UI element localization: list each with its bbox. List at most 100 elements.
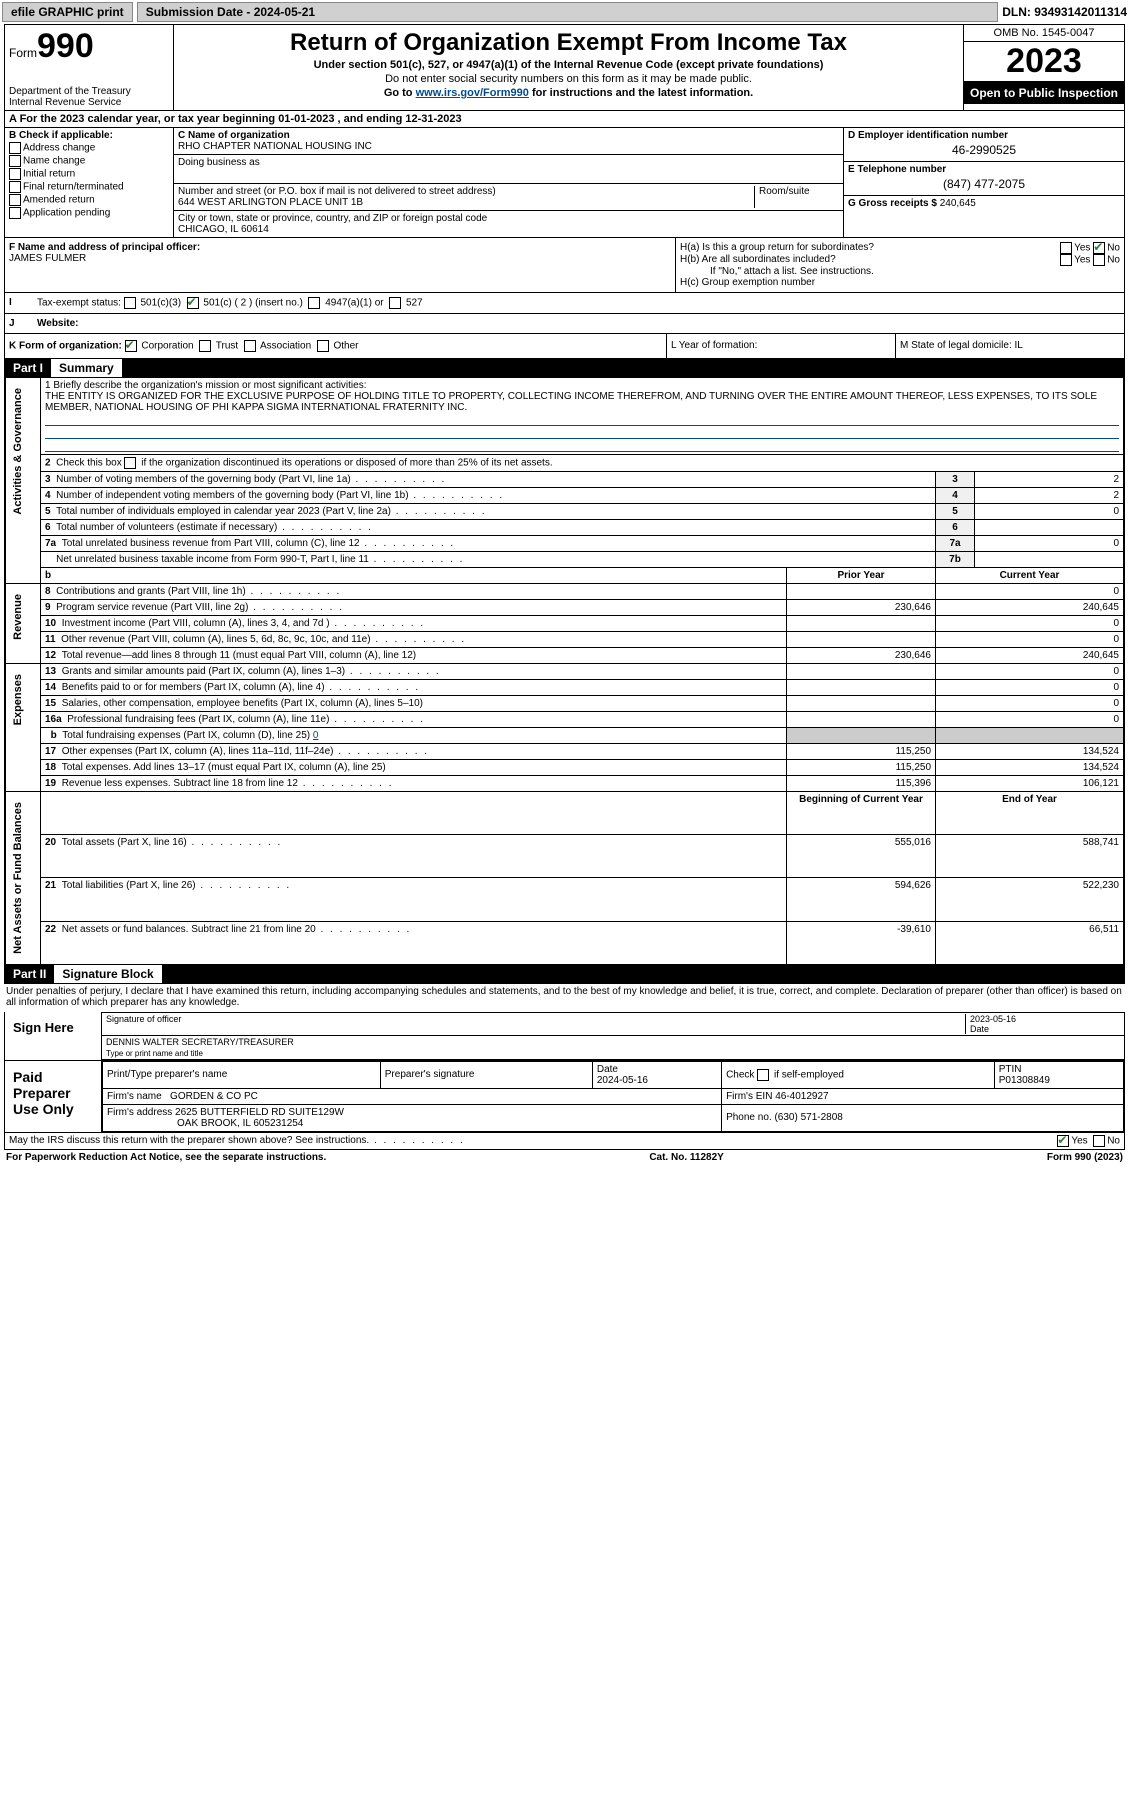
tax-status-label: Tax-exempt status:	[37, 298, 121, 309]
line-2: 2 Check this box 2 Check this box if the…	[41, 455, 1124, 472]
instructions-link[interactable]: www.irs.gov/Form990	[416, 87, 529, 99]
cb-address-change[interactable]: Address change	[9, 142, 169, 154]
curr-val: 240,645	[936, 600, 1124, 616]
hdr-beginning: Beginning of Current Year	[787, 792, 936, 835]
table-row: 7a Total unrelated business revenue from…	[6, 536, 1124, 552]
table-row: 3 Number of voting members of the govern…	[6, 472, 1124, 488]
prior-val	[787, 728, 936, 744]
opt-501c: 501(c) ( 2 ) (insert no.)	[203, 298, 302, 309]
prep-date: 2024-05-16	[597, 1075, 648, 1086]
cb-initial-return[interactable]: Initial return	[9, 168, 169, 180]
table-row: Net unrelated business taxable income fr…	[6, 552, 1124, 568]
curr-val: 522,230	[936, 878, 1124, 921]
row-text: Revenue less expenses. Subtract line 18 …	[62, 778, 394, 789]
table-row: 19 Revenue less expenses. Subtract line …	[6, 776, 1124, 792]
tel-value: (847) 477-2075	[848, 175, 1120, 193]
public-inspection-badge: Open to Public Inspection	[964, 82, 1124, 104]
table-row: 14 Benefits paid to or for members (Part…	[6, 680, 1124, 696]
prior-val: 230,646	[787, 600, 936, 616]
cb-name-change[interactable]: Name change	[9, 155, 169, 167]
cb-association[interactable]	[244, 340, 256, 352]
fundraising-link[interactable]: 0	[313, 730, 319, 741]
ha-no-cb[interactable]	[1093, 242, 1105, 254]
cb-527[interactable]	[389, 297, 401, 309]
hb-note: If "No," attach a list. See instructions…	[680, 266, 1120, 277]
dln-number: DLN: 93493142011314	[1002, 5, 1127, 19]
print-name-label: Type or print name and title	[102, 1048, 1124, 1060]
prior-val	[787, 664, 936, 680]
side-revenue: Revenue	[10, 586, 26, 648]
cb-4947[interactable]	[308, 297, 320, 309]
row-text: Net assets or fund balances. Subtract li…	[62, 924, 412, 935]
cb-application-pending[interactable]: Application pending	[9, 207, 169, 219]
row-text: Salaries, other compensation, employee b…	[62, 698, 423, 709]
discuss-question: May the IRS discuss this return with the…	[9, 1135, 465, 1146]
table-row: 21 Total liabilities (Part X, line 26)59…	[6, 878, 1124, 921]
officer-name: JAMES FULMER	[9, 253, 671, 264]
hb-yes-cb[interactable]	[1060, 254, 1072, 266]
subtitle-3: Go to www.irs.gov/Form990 for instructio…	[178, 87, 959, 99]
row-text: Total revenue—add lines 8 through 11 (mu…	[62, 650, 416, 661]
row-val: 2	[975, 472, 1124, 488]
goto-pre: Go to	[384, 87, 416, 99]
mission-text: THE ENTITY IS ORGANIZED FOR THE EXCLUSIV…	[45, 391, 1119, 413]
row-text: Investment income (Part VIII, column (A)…	[62, 618, 425, 629]
hc-label: H(c) Group exemption number	[680, 277, 1120, 288]
tax-year: 2023	[964, 42, 1124, 82]
cb-discontinued[interactable]	[124, 457, 136, 469]
row-text: Total number of individuals employed in …	[56, 506, 486, 517]
curr-val: 106,121	[936, 776, 1124, 792]
hdr-curr: Current Year	[936, 568, 1124, 584]
row-num: 16a	[45, 714, 62, 725]
curr-val: 0	[936, 696, 1124, 712]
col-b-checkboxes: B Check if applicable: Address change Na…	[5, 128, 174, 237]
cb-501c3[interactable]	[124, 297, 136, 309]
city-value: CHICAGO, IL 60614	[178, 224, 839, 235]
row-text: Total number of volunteers (estimate if …	[56, 522, 373, 533]
opt-assoc: Association	[260, 341, 311, 352]
row-text: Other revenue (Part VIII, column (A), li…	[61, 634, 466, 645]
form-label: Form	[9, 46, 37, 60]
row-num: 4	[45, 490, 51, 501]
discuss-no-cb[interactable]	[1093, 1135, 1105, 1147]
cb-final-return[interactable]: Final return/terminated	[9, 181, 169, 193]
row-text: Total expenses. Add lines 13–17 (must eq…	[62, 762, 386, 773]
ha-yes-cb[interactable]	[1060, 242, 1072, 254]
table-row: 10 Investment income (Part VIII, column …	[6, 616, 1124, 632]
prior-val	[787, 696, 936, 712]
hb-no-cb[interactable]	[1093, 254, 1105, 266]
cb-corporation[interactable]	[125, 340, 137, 352]
cb-other[interactable]	[317, 340, 329, 352]
room-label: Room/suite	[754, 186, 839, 208]
table-row: 16a Professional fundraising fees (Part …	[6, 712, 1124, 728]
omb-number: OMB No. 1545-0047	[964, 25, 1124, 42]
curr-val: 134,524	[936, 744, 1124, 760]
part2-title: Signature Block	[54, 965, 161, 983]
opt-trust: Trust	[216, 341, 238, 352]
dba-label: Doing business as	[178, 157, 839, 168]
row-num: 12	[45, 650, 56, 661]
discuss-yes-cb[interactable]	[1057, 1135, 1069, 1147]
row-num: 10	[45, 618, 56, 629]
tel-label: E Telephone number	[848, 164, 1120, 175]
row-text: Net unrelated business taxable income fr…	[56, 554, 464, 565]
prior-val	[787, 584, 936, 600]
row-text: Professional fundraising fees (Part IX, …	[67, 714, 425, 725]
cb-trust[interactable]	[199, 340, 211, 352]
cb-501c[interactable]	[187, 297, 199, 309]
curr-val: 0	[936, 712, 1124, 728]
prior-val	[787, 712, 936, 728]
phone-label: Phone no.	[726, 1112, 772, 1123]
row-num: 5	[45, 506, 51, 517]
cb-amended-return[interactable]: Amended return	[9, 194, 169, 206]
row-val	[975, 520, 1124, 536]
row-box: 5	[936, 504, 975, 520]
part2-number: Part II	[5, 965, 54, 983]
efile-button[interactable]: efile GRAPHIC print	[2, 2, 133, 22]
cb-self-employed[interactable]	[757, 1069, 769, 1081]
year-formation-label: L Year of formation:	[666, 334, 895, 358]
row-text: Grants and similar amounts paid (Part IX…	[62, 666, 441, 677]
row-text: Number of independent voting members of …	[56, 490, 504, 501]
row-text: Total liabilities (Part X, line 26)	[62, 880, 292, 891]
table-row: b Total fundraising expenses (Part IX, c…	[6, 728, 1124, 744]
